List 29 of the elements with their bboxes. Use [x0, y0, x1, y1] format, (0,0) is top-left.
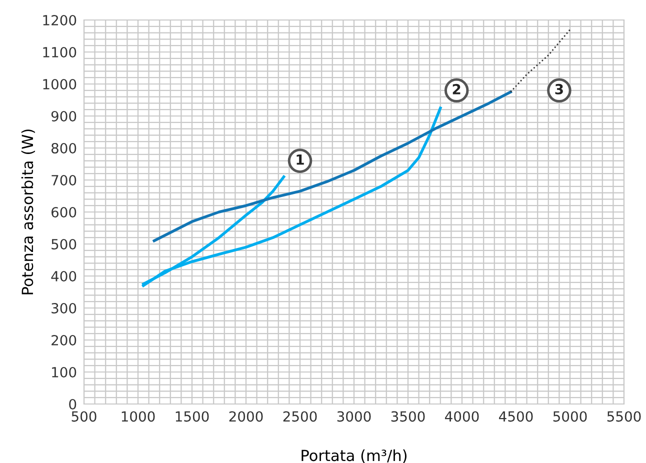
y-tick-label: 1000	[43, 78, 76, 90]
x-tick-label: 5000	[553, 411, 587, 422]
x-tick-label: 4000	[445, 411, 479, 422]
x-tick-label: 2500	[283, 411, 317, 422]
y-axis-title: Potenza assorbita (W)	[21, 130, 35, 294]
y-tick-label: 500	[52, 238, 76, 250]
y-tick-label: 300	[52, 302, 76, 314]
x-tick-label: 1000	[122, 411, 155, 422]
x-tick-label: 1500	[176, 411, 209, 422]
y-tick-label: 200	[52, 334, 76, 346]
annotation: 1	[296, 154, 304, 165]
y-tick-label: 800	[51, 142, 76, 154]
y-tick-label: 1100	[43, 46, 76, 58]
annotation: 2	[452, 84, 460, 94]
y-tick-label: 100	[52, 366, 76, 378]
x-tick-label: 4500	[499, 411, 533, 422]
x-tick-label: 5500	[607, 411, 641, 422]
y-tick-label: 400	[51, 270, 76, 282]
x-tick-label: 3000	[337, 411, 371, 422]
y-tick-label: 1200	[43, 14, 76, 26]
y-tick-label: 700	[52, 174, 76, 186]
x-tick-label: 500	[72, 411, 96, 422]
y-tick-label: 600	[52, 206, 76, 218]
annotation: 3	[555, 84, 563, 94]
y-tick-label: 0	[69, 398, 76, 410]
x-axis-title: Portata (m³/h)	[302, 449, 406, 463]
x-tick-label: 3500	[391, 411, 425, 422]
x-tick-label: 2000	[229, 411, 263, 422]
y-tick-label: 900	[51, 110, 76, 122]
